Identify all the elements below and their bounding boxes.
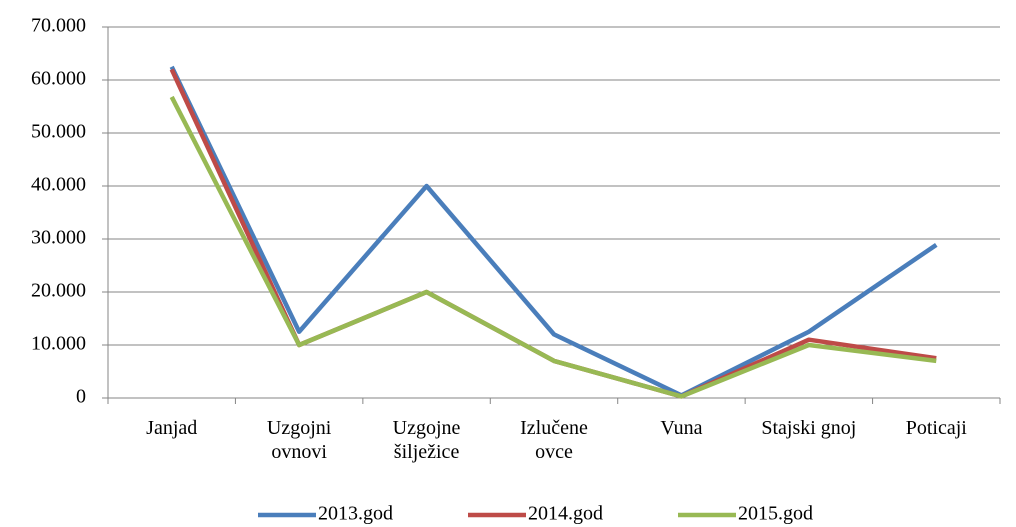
legend-label: 2013.god <box>318 503 393 525</box>
y-tick-label: 20.000 <box>31 280 86 302</box>
y-tick-label: 50.000 <box>31 121 86 143</box>
x-tick-label: Uzgojni ovnovi <box>266 417 332 463</box>
x-tick-label: Poticaji <box>905 417 967 439</box>
y-tick-label: 40.000 <box>31 174 86 196</box>
y-tick-label: 60.000 <box>31 68 86 90</box>
legend-label: 2015.god <box>738 503 813 525</box>
y-tick-label: 0 <box>76 386 86 408</box>
series-line <box>169 65 938 398</box>
y-tick-label: 10.000 <box>31 333 86 355</box>
y-tick-label: 70.000 <box>31 15 86 37</box>
series-line <box>169 95 937 399</box>
legend-label: 2014.god <box>528 503 603 525</box>
x-tick-label: Vuna <box>660 417 703 439</box>
x-tick-label: Izlučene ovce <box>520 417 588 463</box>
y-tick-label: 30.000 <box>31 227 86 249</box>
x-tick-label: Uzgojne šilježice <box>392 417 461 463</box>
x-tick-label: Janjad <box>146 417 198 439</box>
x-tick-label: Stajski gnoj <box>761 417 857 439</box>
